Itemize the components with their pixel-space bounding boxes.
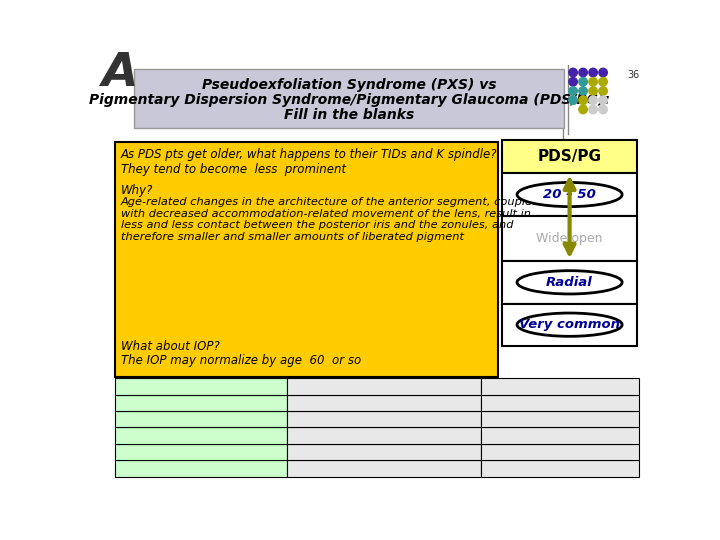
Circle shape (579, 87, 588, 95)
Text: Pigmentary Dispersion Syndrome/Pigmentary Glaucoma (PDS/PG):: Pigmentary Dispersion Syndrome/Pigmentar… (89, 93, 609, 107)
Text: Wide open: Wide open (536, 232, 603, 245)
Ellipse shape (517, 271, 622, 294)
Text: As PDS pts get older, what happens to their TIDs and K spindle?
They tend to bec: As PDS pts get older, what happens to th… (121, 148, 498, 176)
FancyBboxPatch shape (503, 173, 637, 217)
Text: Very common: Very common (519, 318, 620, 331)
Text: The IOP may normalize by age  60  or so: The IOP may normalize by age 60 or so (121, 354, 361, 367)
Circle shape (579, 105, 588, 114)
Circle shape (589, 87, 598, 95)
Circle shape (569, 96, 577, 104)
Ellipse shape (517, 183, 622, 207)
FancyBboxPatch shape (287, 411, 481, 428)
FancyBboxPatch shape (503, 217, 637, 261)
Circle shape (589, 68, 598, 77)
Circle shape (579, 68, 588, 77)
FancyBboxPatch shape (134, 69, 564, 128)
FancyBboxPatch shape (503, 261, 637, 303)
Circle shape (569, 87, 577, 95)
FancyBboxPatch shape (481, 428, 639, 444)
FancyBboxPatch shape (115, 428, 287, 444)
FancyBboxPatch shape (115, 378, 287, 395)
Text: Fill in the blanks: Fill in the blanks (284, 108, 414, 122)
Circle shape (589, 78, 598, 86)
FancyBboxPatch shape (115, 142, 498, 377)
Circle shape (579, 78, 588, 86)
Circle shape (569, 78, 577, 86)
FancyBboxPatch shape (481, 444, 639, 460)
FancyBboxPatch shape (287, 444, 481, 460)
Text: A: A (101, 51, 138, 96)
Ellipse shape (517, 313, 622, 336)
Text: Age-related changes in the architecture of the anterior segment, coupled
with de: Age-related changes in the architecture … (121, 197, 540, 242)
FancyBboxPatch shape (115, 460, 287, 477)
FancyBboxPatch shape (287, 378, 481, 395)
FancyBboxPatch shape (287, 395, 481, 411)
FancyBboxPatch shape (287, 428, 481, 444)
Text: 20 – 50: 20 – 50 (543, 188, 596, 201)
Circle shape (599, 96, 607, 104)
Text: PDS/PG: PDS/PG (538, 149, 602, 164)
FancyBboxPatch shape (503, 140, 637, 173)
Text: What about IOP?: What about IOP? (121, 340, 220, 353)
FancyBboxPatch shape (481, 411, 639, 428)
Circle shape (589, 96, 598, 104)
FancyBboxPatch shape (481, 378, 639, 395)
Text: Pseudoexfoliation Syndrome (PXS) vs: Pseudoexfoliation Syndrome (PXS) vs (202, 78, 496, 92)
FancyBboxPatch shape (115, 395, 287, 411)
FancyBboxPatch shape (481, 460, 639, 477)
FancyBboxPatch shape (115, 411, 287, 428)
Text: 36: 36 (628, 70, 640, 80)
FancyBboxPatch shape (481, 395, 639, 411)
Text: Why?: Why? (121, 184, 153, 197)
Circle shape (599, 87, 607, 95)
FancyBboxPatch shape (115, 444, 287, 460)
Circle shape (599, 78, 607, 86)
Circle shape (599, 68, 607, 77)
Text: Radial: Radial (546, 276, 593, 289)
FancyBboxPatch shape (287, 460, 481, 477)
Circle shape (579, 96, 588, 104)
Circle shape (599, 105, 607, 114)
Circle shape (589, 105, 598, 114)
Circle shape (569, 68, 577, 77)
FancyBboxPatch shape (503, 303, 637, 346)
